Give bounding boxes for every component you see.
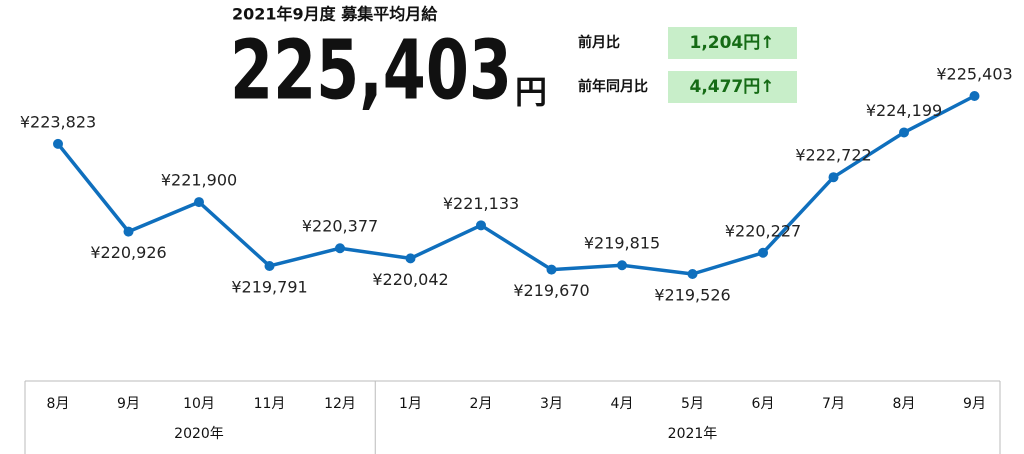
x-tick-label: 1月	[399, 396, 422, 412]
point	[546, 264, 557, 275]
comparison-box	[668, 27, 797, 59]
comparison-label: 前月比	[578, 34, 620, 51]
value-label: ¥219,815	[584, 234, 660, 253]
x-tick-label: 12月	[324, 396, 356, 412]
value-label: ¥221,900	[161, 171, 237, 190]
point	[123, 226, 134, 237]
comparison-value: 4,477円↑	[689, 77, 774, 97]
x-tick-label: 7月	[822, 396, 845, 412]
point	[335, 243, 345, 254]
value-label: ¥222,722	[795, 146, 871, 165]
title: 2021年9月度 募集平均月給	[232, 5, 438, 24]
point	[264, 260, 275, 271]
point	[476, 220, 486, 231]
headline-unit: 円	[515, 73, 547, 111]
comparison-box	[668, 71, 797, 103]
comparison-label: 前年同月比	[578, 78, 648, 95]
point	[899, 127, 909, 138]
value-label: ¥220,042	[372, 270, 448, 289]
point	[969, 91, 980, 101]
x-tick-label: 6月	[752, 396, 775, 412]
value-label: ¥223,823	[20, 112, 96, 131]
x-tick-label: 9月	[117, 396, 140, 412]
point	[405, 253, 416, 264]
point	[194, 197, 204, 208]
point	[687, 269, 698, 279]
point	[828, 172, 839, 183]
headline-value: 225,403	[230, 23, 512, 118]
value-label: ¥225,403	[936, 65, 1012, 84]
value-label: ¥220,377	[302, 217, 378, 236]
value-label: ¥219,526	[654, 286, 730, 305]
x-tick-label: 3月	[540, 396, 563, 412]
point	[758, 247, 768, 258]
x-tick-label: 10月	[183, 396, 215, 412]
x-tick-label: 4月	[611, 396, 634, 412]
value-label: ¥224,199	[866, 101, 942, 120]
x-tick-label: 8月	[47, 396, 70, 412]
value-label: ¥219,670	[513, 281, 589, 300]
group-label: 2020年	[174, 426, 224, 442]
x-tick-label: 9月	[963, 396, 986, 412]
line	[56, 94, 976, 276]
x-tick-label: 2月	[470, 396, 493, 412]
x-tick-label: 8月	[893, 396, 916, 412]
value-label: ¥221,133	[443, 194, 519, 213]
x-tick-label: 11月	[254, 396, 286, 412]
x-tick-label: 5月	[681, 396, 704, 412]
point	[617, 260, 627, 271]
point	[53, 138, 63, 149]
comparison-value: 1,204円↑	[689, 33, 774, 53]
value-label: ¥219,791	[231, 277, 307, 296]
value-label: ¥220,926	[90, 243, 166, 262]
value-label: ¥220,227	[725, 221, 801, 240]
group-label: 2021年	[668, 426, 718, 442]
